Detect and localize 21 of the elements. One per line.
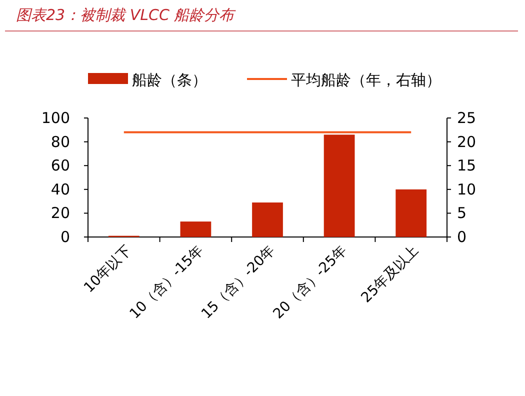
y2-tick-label: 10	[457, 180, 476, 198]
bar	[252, 202, 283, 237]
chart-title: 图表23：被制裁 VLCC 船龄分布	[16, 6, 236, 24]
y2-tick-label: 0	[457, 228, 467, 246]
y2-tick-label: 5	[457, 204, 467, 222]
x-tick-label: 10年以下	[81, 242, 135, 296]
y-tick-label: 60	[50, 156, 70, 175]
y2-tick-label: 20	[457, 132, 476, 151]
y-tick-label: 80	[50, 132, 70, 151]
y-tick-label: 20	[50, 204, 70, 222]
y-tick-label: 0	[60, 228, 70, 246]
y-tick-label: 40	[50, 180, 70, 198]
bar	[324, 134, 355, 237]
bar	[180, 222, 212, 237]
bar	[396, 189, 427, 237]
y2-tick-label: 25	[457, 109, 476, 127]
legend-label: 平均船龄（年，右轴）	[291, 71, 441, 89]
legend-label: 船龄（条）	[132, 71, 207, 89]
y2-tick-label: 15	[457, 156, 476, 175]
x-tick-label: 25年及以上	[358, 242, 422, 306]
y-tick-label: 100	[41, 109, 70, 127]
